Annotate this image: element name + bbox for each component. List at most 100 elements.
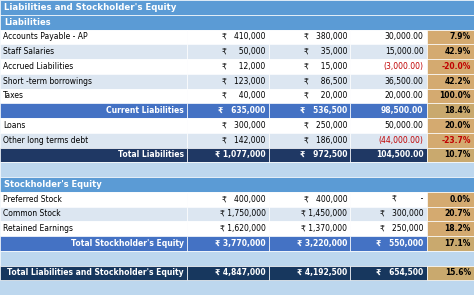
Bar [0, 103, 187, 118]
Bar [269, 30, 350, 44]
Text: Liabilities: Liabilities [4, 18, 51, 27]
Text: ₹          -: ₹ - [392, 195, 424, 204]
Bar [427, 88, 474, 103]
Bar [269, 103, 350, 118]
Bar [187, 148, 269, 162]
Text: ₹ 1,750,000: ₹ 1,750,000 [219, 209, 265, 218]
Bar [187, 30, 269, 44]
Text: ₹   410,000: ₹ 410,000 [222, 32, 265, 41]
Text: Preferred Stock: Preferred Stock [3, 195, 62, 204]
Bar [427, 221, 474, 236]
Text: Short -term borrowings: Short -term borrowings [3, 77, 92, 86]
Text: 7.9%: 7.9% [450, 32, 471, 41]
Text: 20.7%: 20.7% [445, 209, 471, 218]
Bar [350, 206, 427, 221]
Text: 100.0%: 100.0% [439, 91, 471, 100]
Text: 50,000.00: 50,000.00 [385, 121, 424, 130]
Bar [269, 148, 350, 162]
Text: ₹     20,000: ₹ 20,000 [304, 91, 347, 100]
Bar [350, 133, 427, 148]
Text: Total Liabilities and Stockholder's Equity: Total Liabilities and Stockholder's Equi… [7, 268, 184, 277]
Bar [269, 236, 350, 251]
Text: ₹ 4,192,500: ₹ 4,192,500 [297, 268, 347, 277]
Bar [0, 206, 187, 221]
Bar [0, 162, 474, 177]
Bar [350, 266, 427, 280]
Bar [0, 251, 474, 266]
Text: 36,500.00: 36,500.00 [385, 77, 424, 86]
Bar [350, 44, 427, 59]
Bar [350, 103, 427, 118]
Bar [350, 30, 427, 44]
Text: ₹   380,000: ₹ 380,000 [304, 32, 347, 41]
Bar [0, 266, 187, 280]
Text: ₹ 1,450,000: ₹ 1,450,000 [301, 209, 347, 218]
Bar [187, 118, 269, 133]
Text: 30,000.00: 30,000.00 [385, 32, 424, 41]
Bar [427, 59, 474, 74]
Bar [187, 133, 269, 148]
Bar [187, 236, 269, 251]
Bar [269, 192, 350, 206]
Text: ₹     50,000: ₹ 50,000 [222, 47, 265, 56]
Bar [269, 266, 350, 280]
Bar [427, 30, 474, 44]
Bar [0, 118, 187, 133]
Bar [187, 221, 269, 236]
Text: 18.2%: 18.2% [445, 224, 471, 233]
Text: Total Stockholder's Equity: Total Stockholder's Equity [71, 239, 184, 248]
Text: Stockholder's Equity: Stockholder's Equity [4, 180, 102, 189]
Text: 17.1%: 17.1% [445, 239, 471, 248]
Text: 0.0%: 0.0% [450, 195, 471, 204]
Text: ₹   635,000: ₹ 635,000 [218, 106, 265, 115]
Bar [269, 59, 350, 74]
Bar [427, 103, 474, 118]
Text: ₹   142,000: ₹ 142,000 [222, 136, 265, 145]
Bar [427, 44, 474, 59]
Bar [187, 266, 269, 280]
Bar [350, 236, 427, 251]
Bar [427, 118, 474, 133]
Text: ₹ 1,370,000: ₹ 1,370,000 [301, 224, 347, 233]
Text: ₹ 3,220,000: ₹ 3,220,000 [297, 239, 347, 248]
Text: Taxes: Taxes [3, 91, 24, 100]
Bar [0, 192, 187, 206]
Bar [0, 148, 187, 162]
Bar [269, 221, 350, 236]
Text: ₹     35,000: ₹ 35,000 [304, 47, 347, 56]
Bar [0, 177, 474, 192]
Bar [350, 148, 427, 162]
Bar [0, 133, 187, 148]
Bar [350, 118, 427, 133]
Text: ₹   300,000: ₹ 300,000 [380, 209, 424, 218]
Text: 104,500.00: 104,500.00 [376, 150, 424, 159]
Bar [187, 44, 269, 59]
Bar [0, 236, 187, 251]
Text: 15,000.00: 15,000.00 [385, 47, 424, 56]
Text: ₹     40,000: ₹ 40,000 [222, 91, 265, 100]
Text: Liabilities and Stockholder's Equity: Liabilities and Stockholder's Equity [4, 3, 176, 12]
Text: ₹   654,500: ₹ 654,500 [376, 268, 424, 277]
Text: 98,500.00: 98,500.00 [381, 106, 424, 115]
Text: ₹     15,000: ₹ 15,000 [304, 62, 347, 71]
Text: 20.0%: 20.0% [445, 121, 471, 130]
Bar [427, 206, 474, 221]
Text: ₹   536,500: ₹ 536,500 [300, 106, 347, 115]
Text: Total Liabilities: Total Liabilities [118, 150, 184, 159]
Bar [187, 88, 269, 103]
Text: 42.9%: 42.9% [445, 47, 471, 56]
Text: -23.7%: -23.7% [441, 136, 471, 145]
Bar [187, 192, 269, 206]
Text: (44,000.00): (44,000.00) [379, 136, 424, 145]
Bar [269, 74, 350, 88]
Text: Other long terms debt: Other long terms debt [3, 136, 88, 145]
Bar [427, 266, 474, 280]
Bar [0, 44, 187, 59]
Text: Accounts Payable - AP: Accounts Payable - AP [3, 32, 88, 41]
Bar [187, 103, 269, 118]
Bar [0, 0, 474, 15]
Text: Staff Salaries: Staff Salaries [3, 47, 54, 56]
Text: 10.7%: 10.7% [445, 150, 471, 159]
Text: 20,000.00: 20,000.00 [385, 91, 424, 100]
Bar [350, 59, 427, 74]
